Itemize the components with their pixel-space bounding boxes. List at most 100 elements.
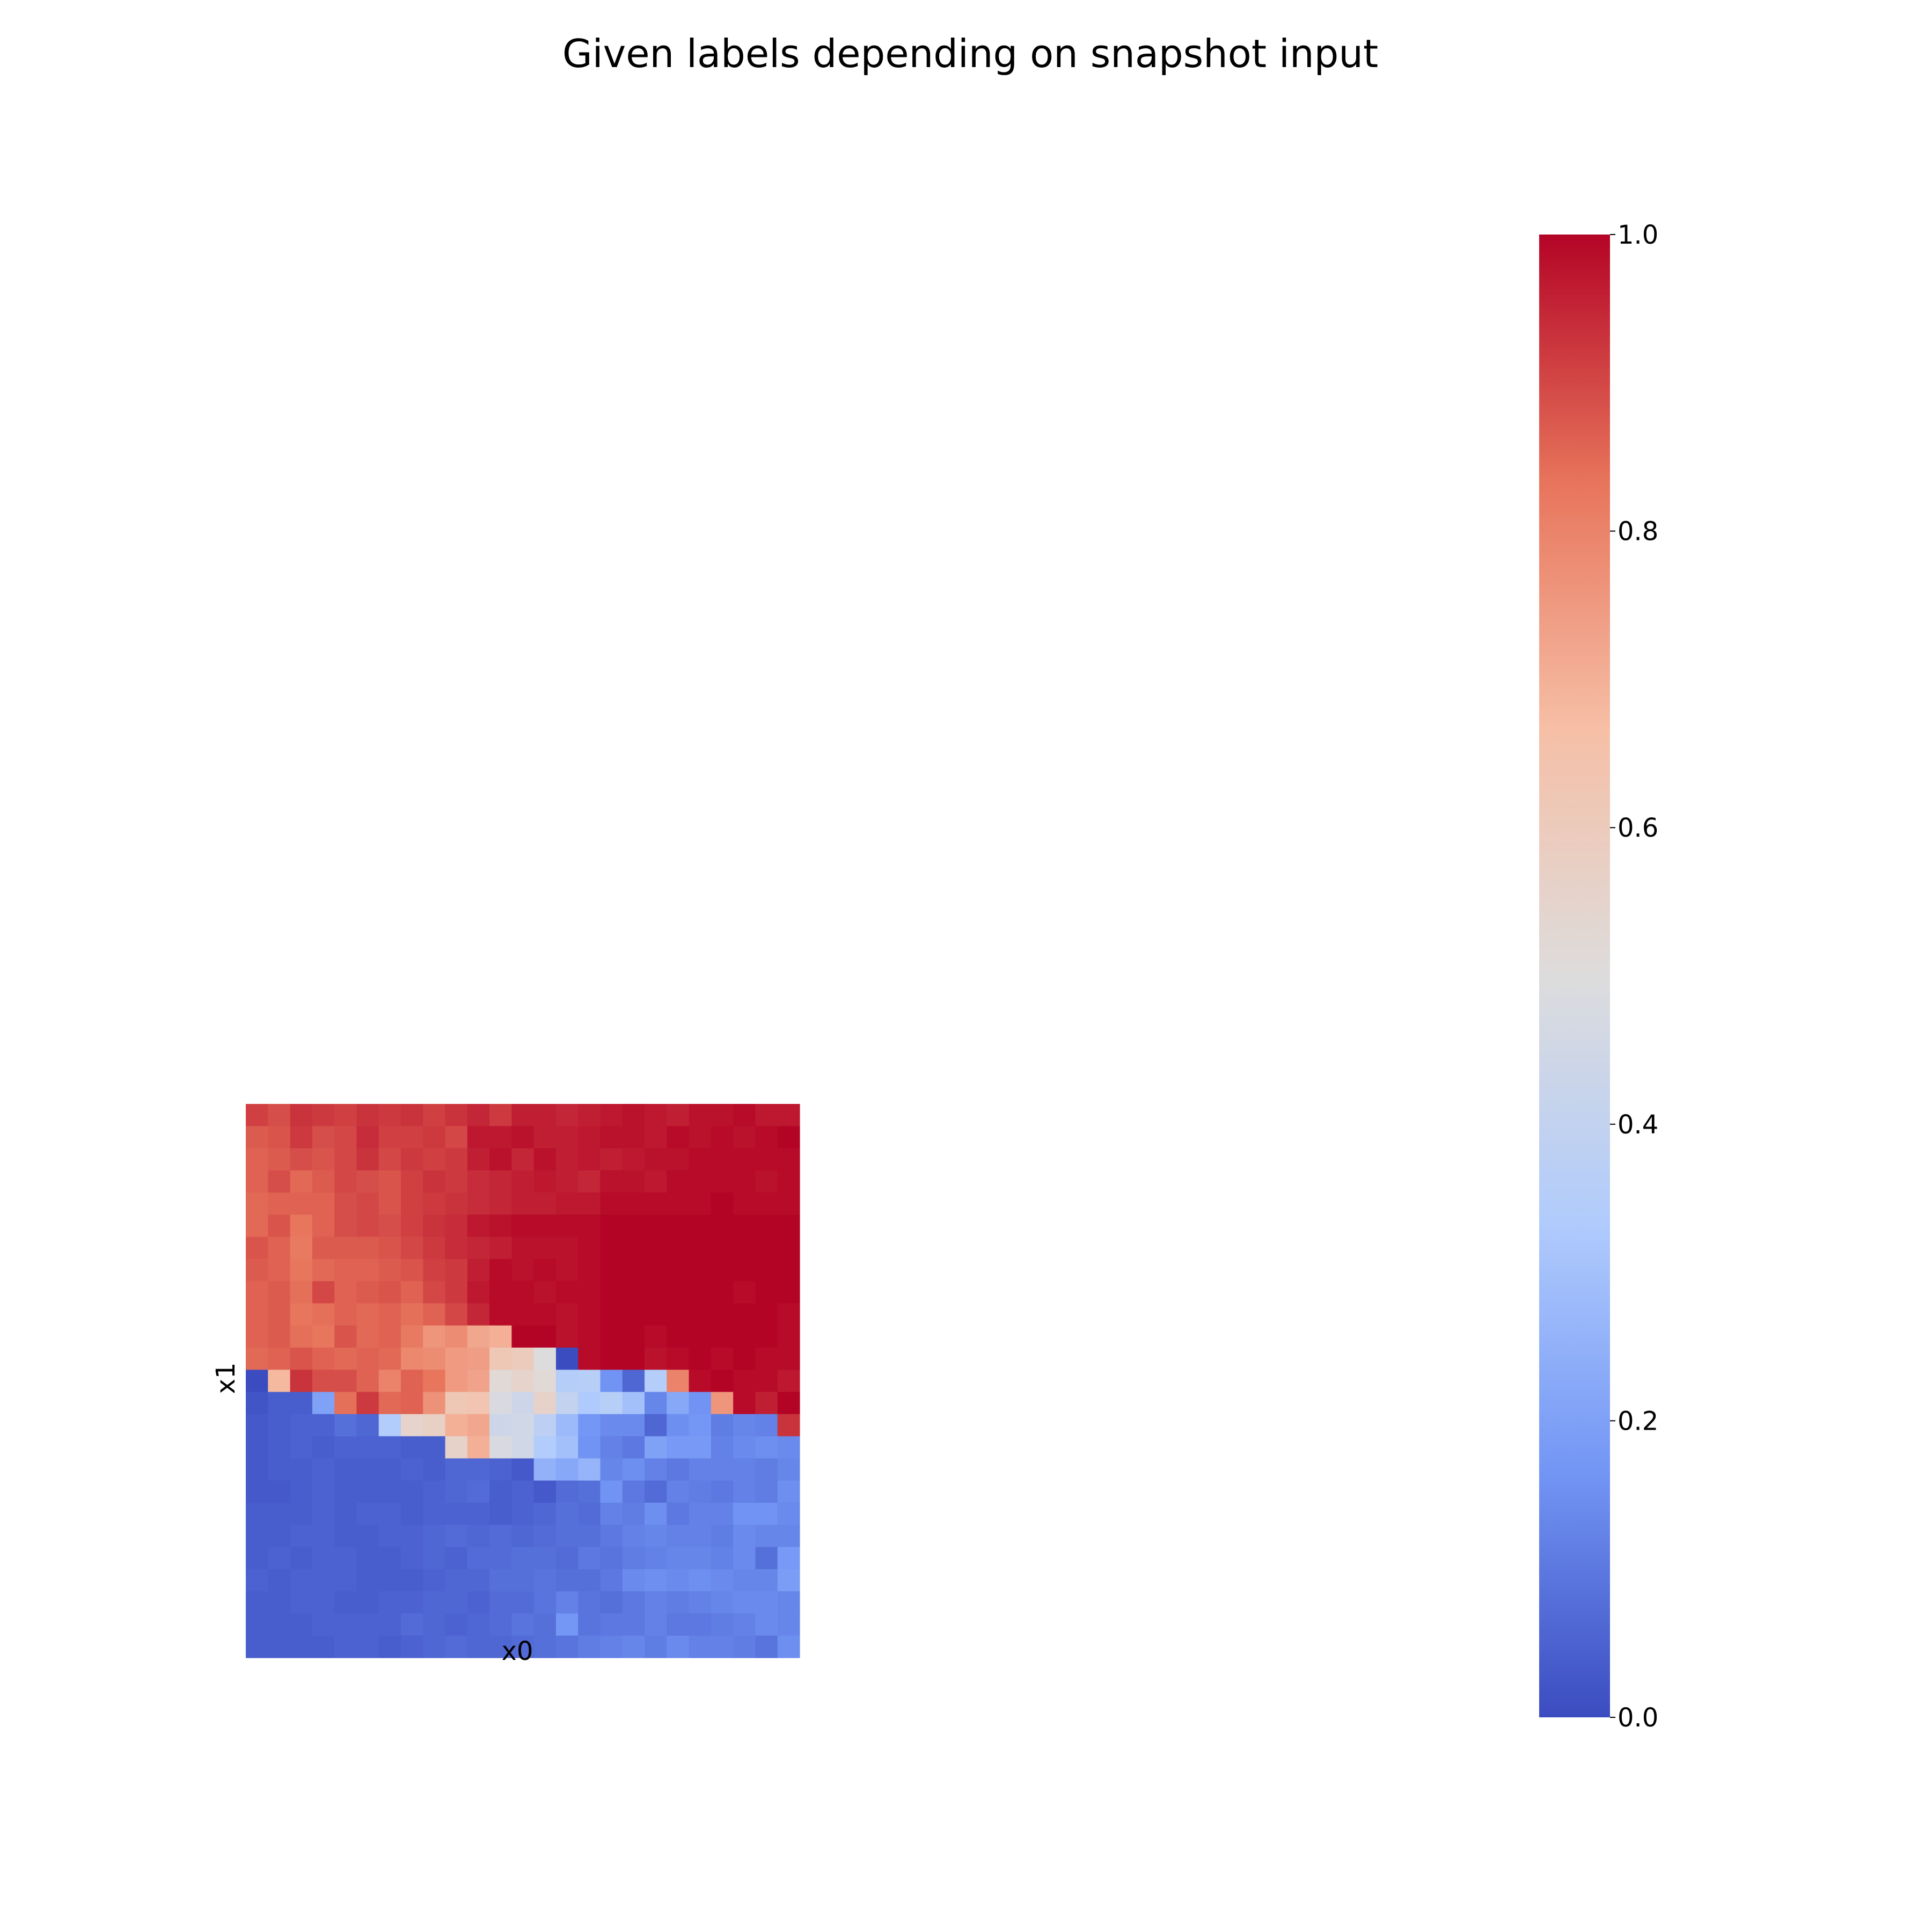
heatmap-cell <box>423 1192 446 1215</box>
heatmap-cell <box>555 1436 579 1459</box>
heatmap-cell <box>667 1503 690 1525</box>
heatmap-cell <box>489 1392 512 1415</box>
heatmap-cell <box>689 1258 712 1282</box>
heatmap-cell <box>334 1170 357 1193</box>
heatmap-cell <box>378 1613 401 1636</box>
heatmap-cell <box>689 1214 712 1238</box>
heatmap-cell <box>689 1303 712 1326</box>
heatmap-cell <box>246 1170 268 1193</box>
heatmap-cell <box>445 1325 468 1348</box>
heatmap-cell <box>578 1303 601 1326</box>
heatmap-cell <box>423 1126 446 1149</box>
heatmap-cell <box>645 1303 667 1326</box>
heatmap-cell <box>246 1525 268 1548</box>
heatmap-cell <box>268 1104 291 1126</box>
heatmap-cell <box>533 1370 557 1393</box>
heatmap-cell <box>312 1236 335 1260</box>
heatmap-cell <box>667 1458 690 1481</box>
heatmap-cell <box>511 1613 535 1636</box>
heatmap-cell <box>733 1503 756 1525</box>
heatmap-cell <box>378 1170 401 1193</box>
heatmap-cell <box>600 1348 623 1370</box>
heatmap-cell <box>334 1392 357 1415</box>
heatmap-cell <box>600 1104 623 1126</box>
heatmap-cell <box>445 1392 468 1415</box>
heatmap-cell <box>755 1303 778 1326</box>
heatmap-cell <box>400 1104 423 1126</box>
heatmap-cell <box>378 1258 401 1282</box>
heatmap-cell <box>334 1192 357 1215</box>
heatmap-cell <box>400 1348 423 1370</box>
heatmap-cell <box>645 1436 667 1459</box>
heatmap-cell <box>467 1436 490 1459</box>
heatmap-cell <box>622 1303 645 1326</box>
heatmap-cell <box>555 1392 579 1415</box>
heatmap-cell <box>356 1192 379 1215</box>
heatmap-cell <box>777 1547 800 1570</box>
heatmap-cell <box>356 1236 379 1260</box>
heatmap-cell <box>467 1569 490 1592</box>
heatmap-cell <box>555 1503 579 1525</box>
heatmap-cell <box>533 1635 557 1658</box>
heatmap-cell <box>423 1148 446 1171</box>
heatmap-cell <box>755 1236 778 1260</box>
heatmap-cell <box>489 1258 512 1282</box>
heatmap-cell <box>334 1458 357 1481</box>
heatmap-cell <box>533 1258 557 1282</box>
heatmap-cell <box>533 1392 557 1415</box>
heatmap-cell <box>578 1458 601 1481</box>
heatmap-cell <box>378 1348 401 1370</box>
heatmap-cell <box>467 1392 490 1415</box>
heatmap-cell <box>312 1348 335 1370</box>
heatmap-cell <box>645 1414 667 1437</box>
heatmap-cell <box>578 1236 601 1260</box>
heatmap-cell <box>622 1480 645 1503</box>
heatmap-cell <box>733 1258 756 1282</box>
heatmap-cell <box>511 1458 535 1481</box>
heatmap-cell <box>578 1348 601 1370</box>
colorbar-tick-label: 0.6 <box>1618 813 1658 843</box>
heatmap-cell <box>578 1436 601 1459</box>
heatmap-cell <box>445 1104 468 1126</box>
heatmap-cell <box>511 1170 535 1193</box>
heatmap-cell <box>689 1170 712 1193</box>
heatmap-cell <box>445 1480 468 1503</box>
heatmap-cell <box>334 1303 357 1326</box>
heatmap-cell <box>711 1414 734 1437</box>
heatmap-cell <box>689 1613 712 1636</box>
heatmap-cell <box>423 1503 446 1525</box>
heatmap-cell <box>667 1414 690 1437</box>
heatmap-cell <box>555 1591 579 1614</box>
heatmap-cell <box>578 1569 601 1592</box>
heatmap-cell <box>667 1170 690 1193</box>
heatmap-cell <box>645 1170 667 1193</box>
heatmap-cell <box>777 1635 800 1658</box>
heatmap-cell <box>667 1348 690 1370</box>
heatmap-cell <box>645 1547 667 1570</box>
heatmap-cell <box>378 1480 401 1503</box>
heatmap-cell <box>268 1236 291 1260</box>
heatmap-cell <box>489 1126 512 1149</box>
heatmap-cell <box>312 1480 335 1503</box>
heatmap-cell <box>555 1126 579 1149</box>
heatmap-cell <box>312 1436 335 1459</box>
heatmap-cell <box>689 1236 712 1260</box>
heatmap-cell <box>667 1547 690 1570</box>
heatmap-cell <box>645 1613 667 1636</box>
heatmap-cell <box>667 1613 690 1636</box>
heatmap-cell <box>511 1325 535 1348</box>
heatmap-cell <box>733 1635 756 1658</box>
heatmap-cell <box>268 1635 291 1658</box>
heatmap-cell <box>533 1525 557 1548</box>
heatmap-cell <box>600 1480 623 1503</box>
heatmap-cell <box>290 1480 313 1503</box>
heatmap-cell <box>445 1525 468 1548</box>
heatmap-cell <box>423 1325 446 1348</box>
heatmap-cell <box>777 1192 800 1215</box>
heatmap-cell <box>689 1480 712 1503</box>
heatmap-cell <box>356 1414 379 1437</box>
heatmap-cell <box>467 1480 490 1503</box>
heatmap-cell <box>356 1635 379 1658</box>
heatmap-cell <box>689 1370 712 1393</box>
heatmap-cell <box>356 1392 379 1415</box>
